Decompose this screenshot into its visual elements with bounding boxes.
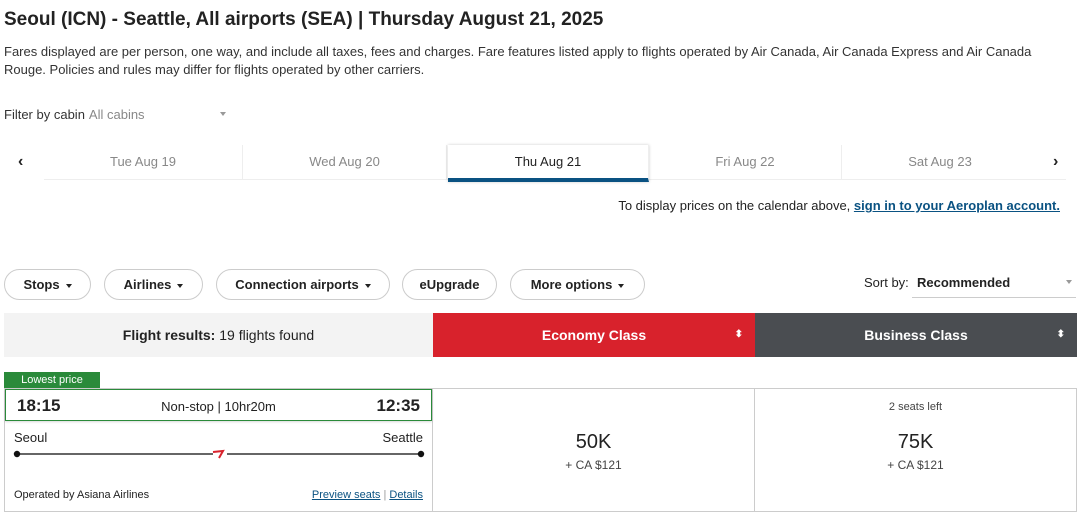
economy-points: 50K	[575, 431, 612, 453]
origin-city: Seoul	[14, 430, 48, 445]
results-label: Flight results:	[122, 327, 216, 343]
economy-fare[interactable]: 50K + CA $121	[433, 388, 755, 512]
date-tab[interactable]: Fri Aug 22	[649, 145, 842, 180]
stops-filter-button[interactable]: Stops	[4, 269, 91, 300]
details-link[interactable]: Details	[389, 489, 423, 501]
arrive-time: 12:35	[376, 396, 420, 415]
flight-summary: Non-stop | 10hr20m	[161, 399, 276, 414]
airlines-filter-button[interactable]: Airlines	[104, 269, 203, 300]
economy-class-header[interactable]: Economy Class ⬍	[433, 313, 755, 357]
eupgrade-button[interactable]: eUpgrade	[402, 269, 497, 300]
destination-city: Seattle	[382, 430, 423, 445]
lowest-price-badge: Lowest price	[4, 372, 100, 388]
signin-text: To display prices on the calendar above,	[618, 198, 854, 213]
business-points: 75K	[897, 431, 934, 453]
business-fare[interactable]: 2 seats left 75K + CA $121	[755, 388, 1077, 512]
cabin-filter-value: All cabins	[88, 107, 145, 122]
more-options-button[interactable]: More options	[510, 269, 645, 300]
economy-label: Economy Class	[541, 327, 647, 343]
date-tab[interactable]: Wed Aug 20	[243, 145, 447, 180]
sort-icon: ⬍	[734, 329, 743, 340]
preview-seats-link[interactable]: Preview seats	[311, 489, 381, 501]
cabin-filter[interactable]: Filter by cabin All cabins	[4, 107, 229, 123]
results-summary: Flight results: 19 flights found	[4, 313, 433, 357]
flight-times: 18:15 Non-stop | 10hr20m 12:35	[5, 389, 432, 421]
signin-link[interactable]: sign in to your Aeroplan account.	[853, 198, 1060, 213]
flight-card[interactable]: 18:15 Non-stop | 10hr20m 12:35 Seoul Sea…	[4, 388, 433, 512]
chevron-down-icon	[1066, 280, 1072, 284]
sort-select[interactable]: Recommended	[912, 270, 1076, 298]
date-tab[interactable]: Tue Aug 19	[44, 145, 243, 180]
date-tab[interactable]: Sat Aug 23	[908, 154, 972, 169]
results-count: 19 flights found	[219, 327, 315, 343]
chevron-left-icon[interactable]: ‹	[18, 153, 24, 170]
depart-time: 18:15	[17, 396, 61, 415]
business-tax: + CA $121	[887, 458, 944, 472]
page-title: Seoul (ICN) - Seattle, All airports (SEA…	[4, 9, 604, 30]
date-tab-active[interactable]: Thu Aug 21	[448, 145, 649, 182]
caret-down-icon	[364, 283, 371, 288]
caret-down-icon	[65, 283, 72, 288]
sort-label: Sort by:	[864, 275, 909, 290]
business-class-header[interactable]: Business Class ⬍	[755, 313, 1077, 357]
stops-label: Stops	[23, 277, 60, 292]
sort-value: Recommended	[917, 275, 1011, 290]
cabin-filter-label: Filter by cabin	[4, 107, 85, 122]
sort-icon: ⬍	[1056, 329, 1065, 340]
caret-down-icon	[177, 283, 184, 288]
route-line	[13, 449, 425, 459]
signin-prompt: To display prices on the calendar above,…	[618, 198, 1060, 213]
date-tabs: ‹ Tue Aug 19 Wed Aug 20 Thu Aug 21 Fri A…	[0, 145, 1080, 182]
connection-airports-button[interactable]: Connection airports	[216, 269, 390, 300]
connection-label: Connection airports	[235, 277, 359, 292]
operator: Operated by Asiana Airlines	[14, 489, 150, 501]
airline-logo-icon	[212, 449, 225, 459]
chevron-down-icon	[220, 112, 226, 116]
economy-tax: + CA $121	[565, 458, 622, 472]
caret-down-icon	[618, 283, 625, 288]
fare-note: Fares displayed are per person, one way,…	[4, 44, 1032, 77]
airlines-label: Airlines	[123, 277, 172, 292]
seats-left: 2 seats left	[888, 401, 943, 413]
more-options-label: More options	[530, 277, 613, 292]
chevron-right-icon[interactable]: ›	[1053, 153, 1059, 170]
business-label: Business Class	[864, 327, 968, 343]
